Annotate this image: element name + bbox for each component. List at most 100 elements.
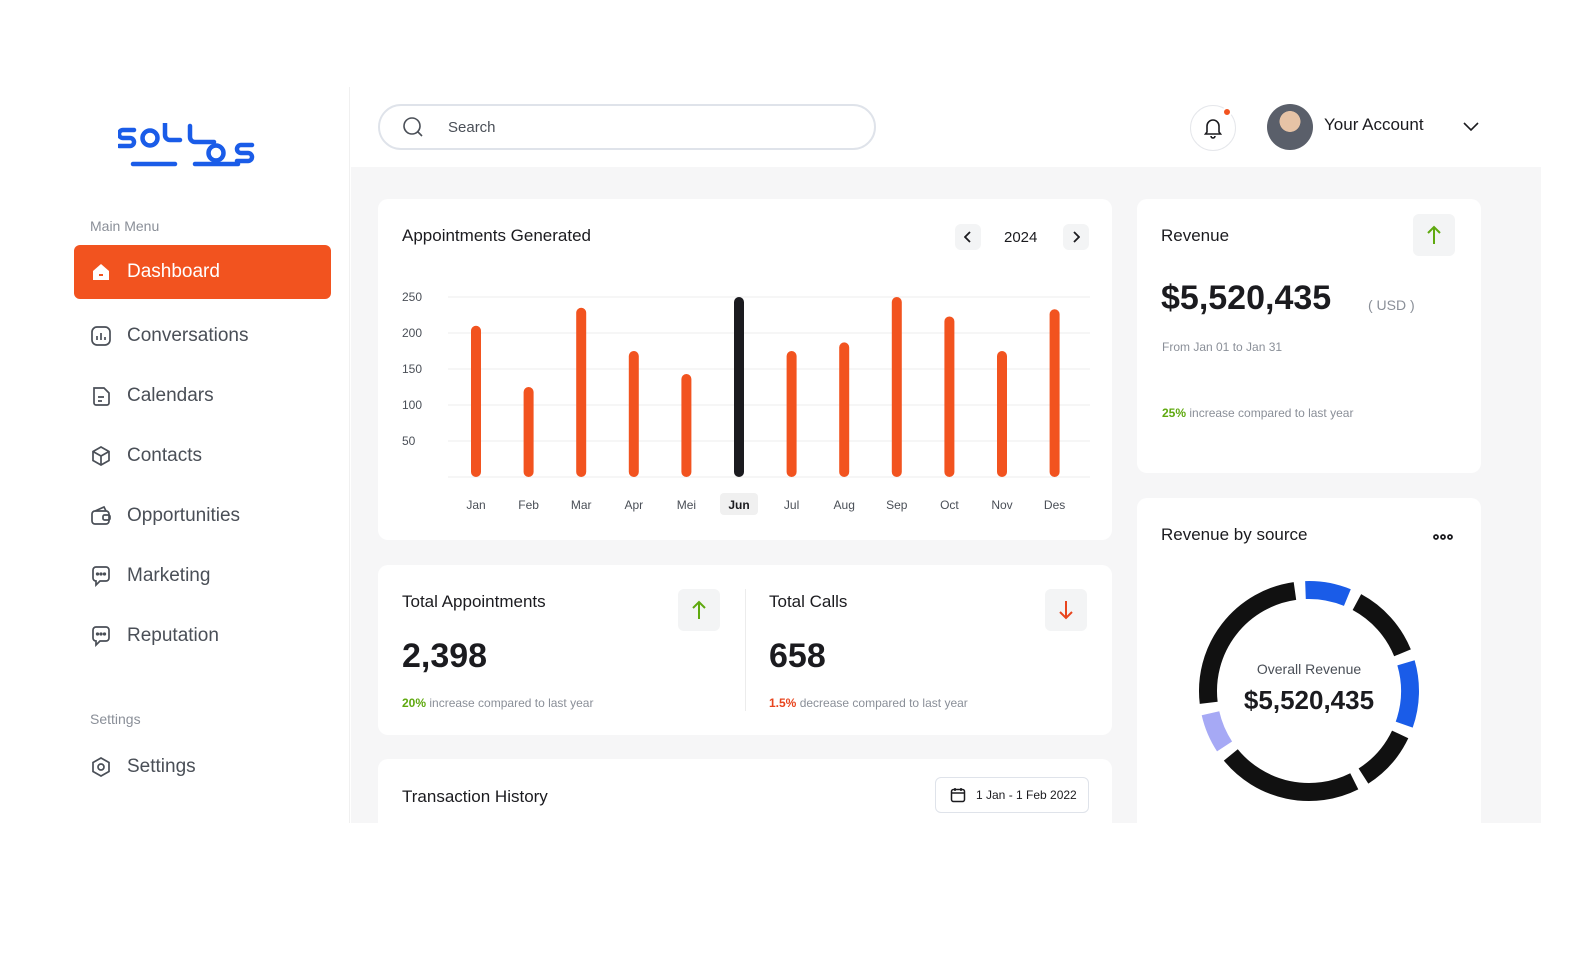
bar-jul[interactable] — [786, 351, 797, 477]
total-calls-change: 1.5% decrease compared to last year — [769, 696, 968, 710]
total-appointments-title: Total Appointments — [402, 592, 546, 611]
donut-segment-3[interactable] — [1395, 660, 1419, 728]
search-input[interactable]: Search — [378, 104, 876, 150]
x-tick-label: Apr — [624, 498, 643, 512]
next-year-button[interactable] — [1063, 224, 1089, 250]
appointments-bar-chart: 50 100 150 200 250 Jan Feb Mar Apr Mei Jun Jul Aug Se… — [402, 290, 1090, 515]
bar-apr[interactable] — [628, 351, 639, 477]
search-icon — [402, 116, 424, 138]
donut-center-label: Overall Revenue — [1256, 661, 1362, 677]
sidebar-item-settings[interactable]: Settings — [74, 740, 331, 794]
account-label[interactable]: Your Account — [1324, 115, 1424, 134]
x-tick-label: Mar — [571, 498, 592, 512]
box-icon — [90, 445, 112, 467]
bar-des[interactable] — [1049, 309, 1060, 477]
sidebar-item-label: Opportunities — [127, 505, 241, 526]
calls-change-pct: 1.5% — [769, 696, 797, 710]
bar-oct[interactable] — [944, 316, 955, 477]
sidebar-item-calendars[interactable]: Calendars — [74, 369, 331, 423]
appointments-change-text: increase compared to last year — [426, 696, 594, 710]
bar-jan[interactable] — [471, 325, 481, 477]
settings-icon — [90, 756, 112, 778]
selected-month-highlight — [720, 493, 758, 515]
donut-segment-1[interactable] — [1305, 581, 1351, 606]
chevron-down-icon[interactable] — [1463, 119, 1479, 137]
appointments-card: Appointments Generated 2024 50 100 150 200 2… — [378, 199, 1112, 540]
donut-segment-6[interactable] — [1201, 711, 1233, 752]
bell-icon — [1203, 117, 1223, 139]
date-range-label: 1 Jan - 1 Feb 2022 — [976, 788, 1077, 802]
sidebar-item-dashboard[interactable]: Dashboard — [74, 245, 331, 299]
arrow-down-icon — [1059, 601, 1073, 620]
settings-section-label: Settings — [90, 711, 141, 727]
sidebar-item-label: Dashboard — [127, 261, 220, 282]
revenue-period: From Jan 01 to Jan 31 — [1162, 340, 1283, 354]
sidebar-item-conversations[interactable]: Conversations — [74, 309, 331, 363]
donut-segment-2[interactable] — [1352, 594, 1411, 657]
sidebar: Main Menu Dashboard Conversations Calend… — [70, 87, 350, 823]
home-icon — [90, 261, 112, 283]
total-calls-title: Total Calls — [769, 592, 848, 611]
x-tick-label: Sep — [886, 498, 908, 512]
revenue-title: Revenue — [1161, 226, 1230, 245]
x-tick-label: Jan — [466, 498, 485, 512]
totals-card: Total Appointments 2,398 20% increase co… — [378, 565, 1112, 735]
bar-sep[interactable] — [891, 297, 902, 477]
bar-feb[interactable] — [523, 387, 534, 477]
calendar-icon — [950, 788, 966, 803]
bar-mar[interactable] — [576, 307, 587, 477]
bar-aug[interactable] — [839, 342, 850, 477]
total-appointments-value: 2,398 — [402, 637, 488, 675]
notification-button[interactable] — [1190, 105, 1236, 151]
sidebar-item-label: Contacts — [127, 445, 202, 466]
revenue-change: 25% increase compared to last year — [1162, 406, 1353, 420]
donut-segment-7[interactable] — [1199, 582, 1297, 704]
sidebar-item-label: Settings — [127, 756, 196, 777]
avatar[interactable] — [1267, 104, 1313, 150]
x-tick-label: Aug — [834, 498, 855, 512]
divider — [745, 589, 746, 711]
notification-dot — [1222, 107, 1232, 117]
revenue-change-pct: 25% — [1162, 406, 1187, 420]
y-tick-label: 200 — [402, 326, 422, 340]
appointments-trend-badge — [678, 589, 720, 631]
bar-nov[interactable] — [997, 351, 1007, 477]
donut-center-value: $5,520,435 — [1243, 685, 1375, 715]
transaction-history-title: Transaction History — [402, 787, 548, 806]
bar-mei[interactable] — [681, 374, 692, 477]
x-tick-label: Jul — [784, 498, 799, 512]
sidebar-item-label: Marketing — [127, 565, 211, 586]
y-tick-label: 150 — [402, 362, 422, 376]
sidebar-item-contacts[interactable]: Contacts — [74, 429, 331, 483]
more-options-icon[interactable] — [1433, 528, 1453, 546]
sidebar-item-label: Calendars — [127, 385, 214, 406]
arrow-up-icon — [1427, 225, 1441, 244]
brand-logo[interactable] — [116, 120, 258, 174]
revenue-amount: $5,520,435 — [1161, 279, 1332, 317]
revenue-change-text: increase compared to last year — [1186, 406, 1354, 420]
y-tick-label: 100 — [402, 398, 422, 412]
main-menu-label: Main Menu — [90, 218, 160, 234]
sidebar-item-marketing[interactable]: Marketing — [74, 549, 331, 603]
x-tick-label: Feb — [518, 498, 539, 512]
arrow-up-icon — [692, 600, 706, 619]
sidebar-item-reputation[interactable]: Reputation — [74, 609, 331, 663]
revenue-trend-badge — [1413, 214, 1455, 256]
prev-year-button[interactable] — [955, 224, 981, 250]
wallet-icon — [90, 505, 112, 527]
donut-segment-5[interactable] — [1223, 749, 1359, 801]
appointments-title: Appointments Generated — [402, 226, 592, 245]
date-range-button[interactable]: 1 Jan - 1 Feb 2022 — [935, 777, 1089, 813]
revenue-donut-chart — [1199, 581, 1419, 801]
document-icon — [90, 385, 112, 407]
chart-icon — [90, 325, 112, 347]
sidebar-item-opportunities[interactable]: Opportunities — [74, 489, 331, 543]
total-calls-value: 658 — [769, 637, 826, 675]
donut-segment-4[interactable] — [1358, 730, 1409, 784]
app-window: Main Menu Dashboard Conversations Calend… — [70, 87, 1541, 823]
bar-jun[interactable] — [734, 297, 744, 477]
appointments-change-pct: 20% — [402, 696, 427, 710]
revenue-card: Revenue $5,520,435 ( USD ) From Jan 01 t… — [1137, 199, 1481, 473]
sidebar-item-label: Conversations — [127, 325, 249, 346]
calls-change-text: decrease compared to last year — [796, 696, 968, 710]
